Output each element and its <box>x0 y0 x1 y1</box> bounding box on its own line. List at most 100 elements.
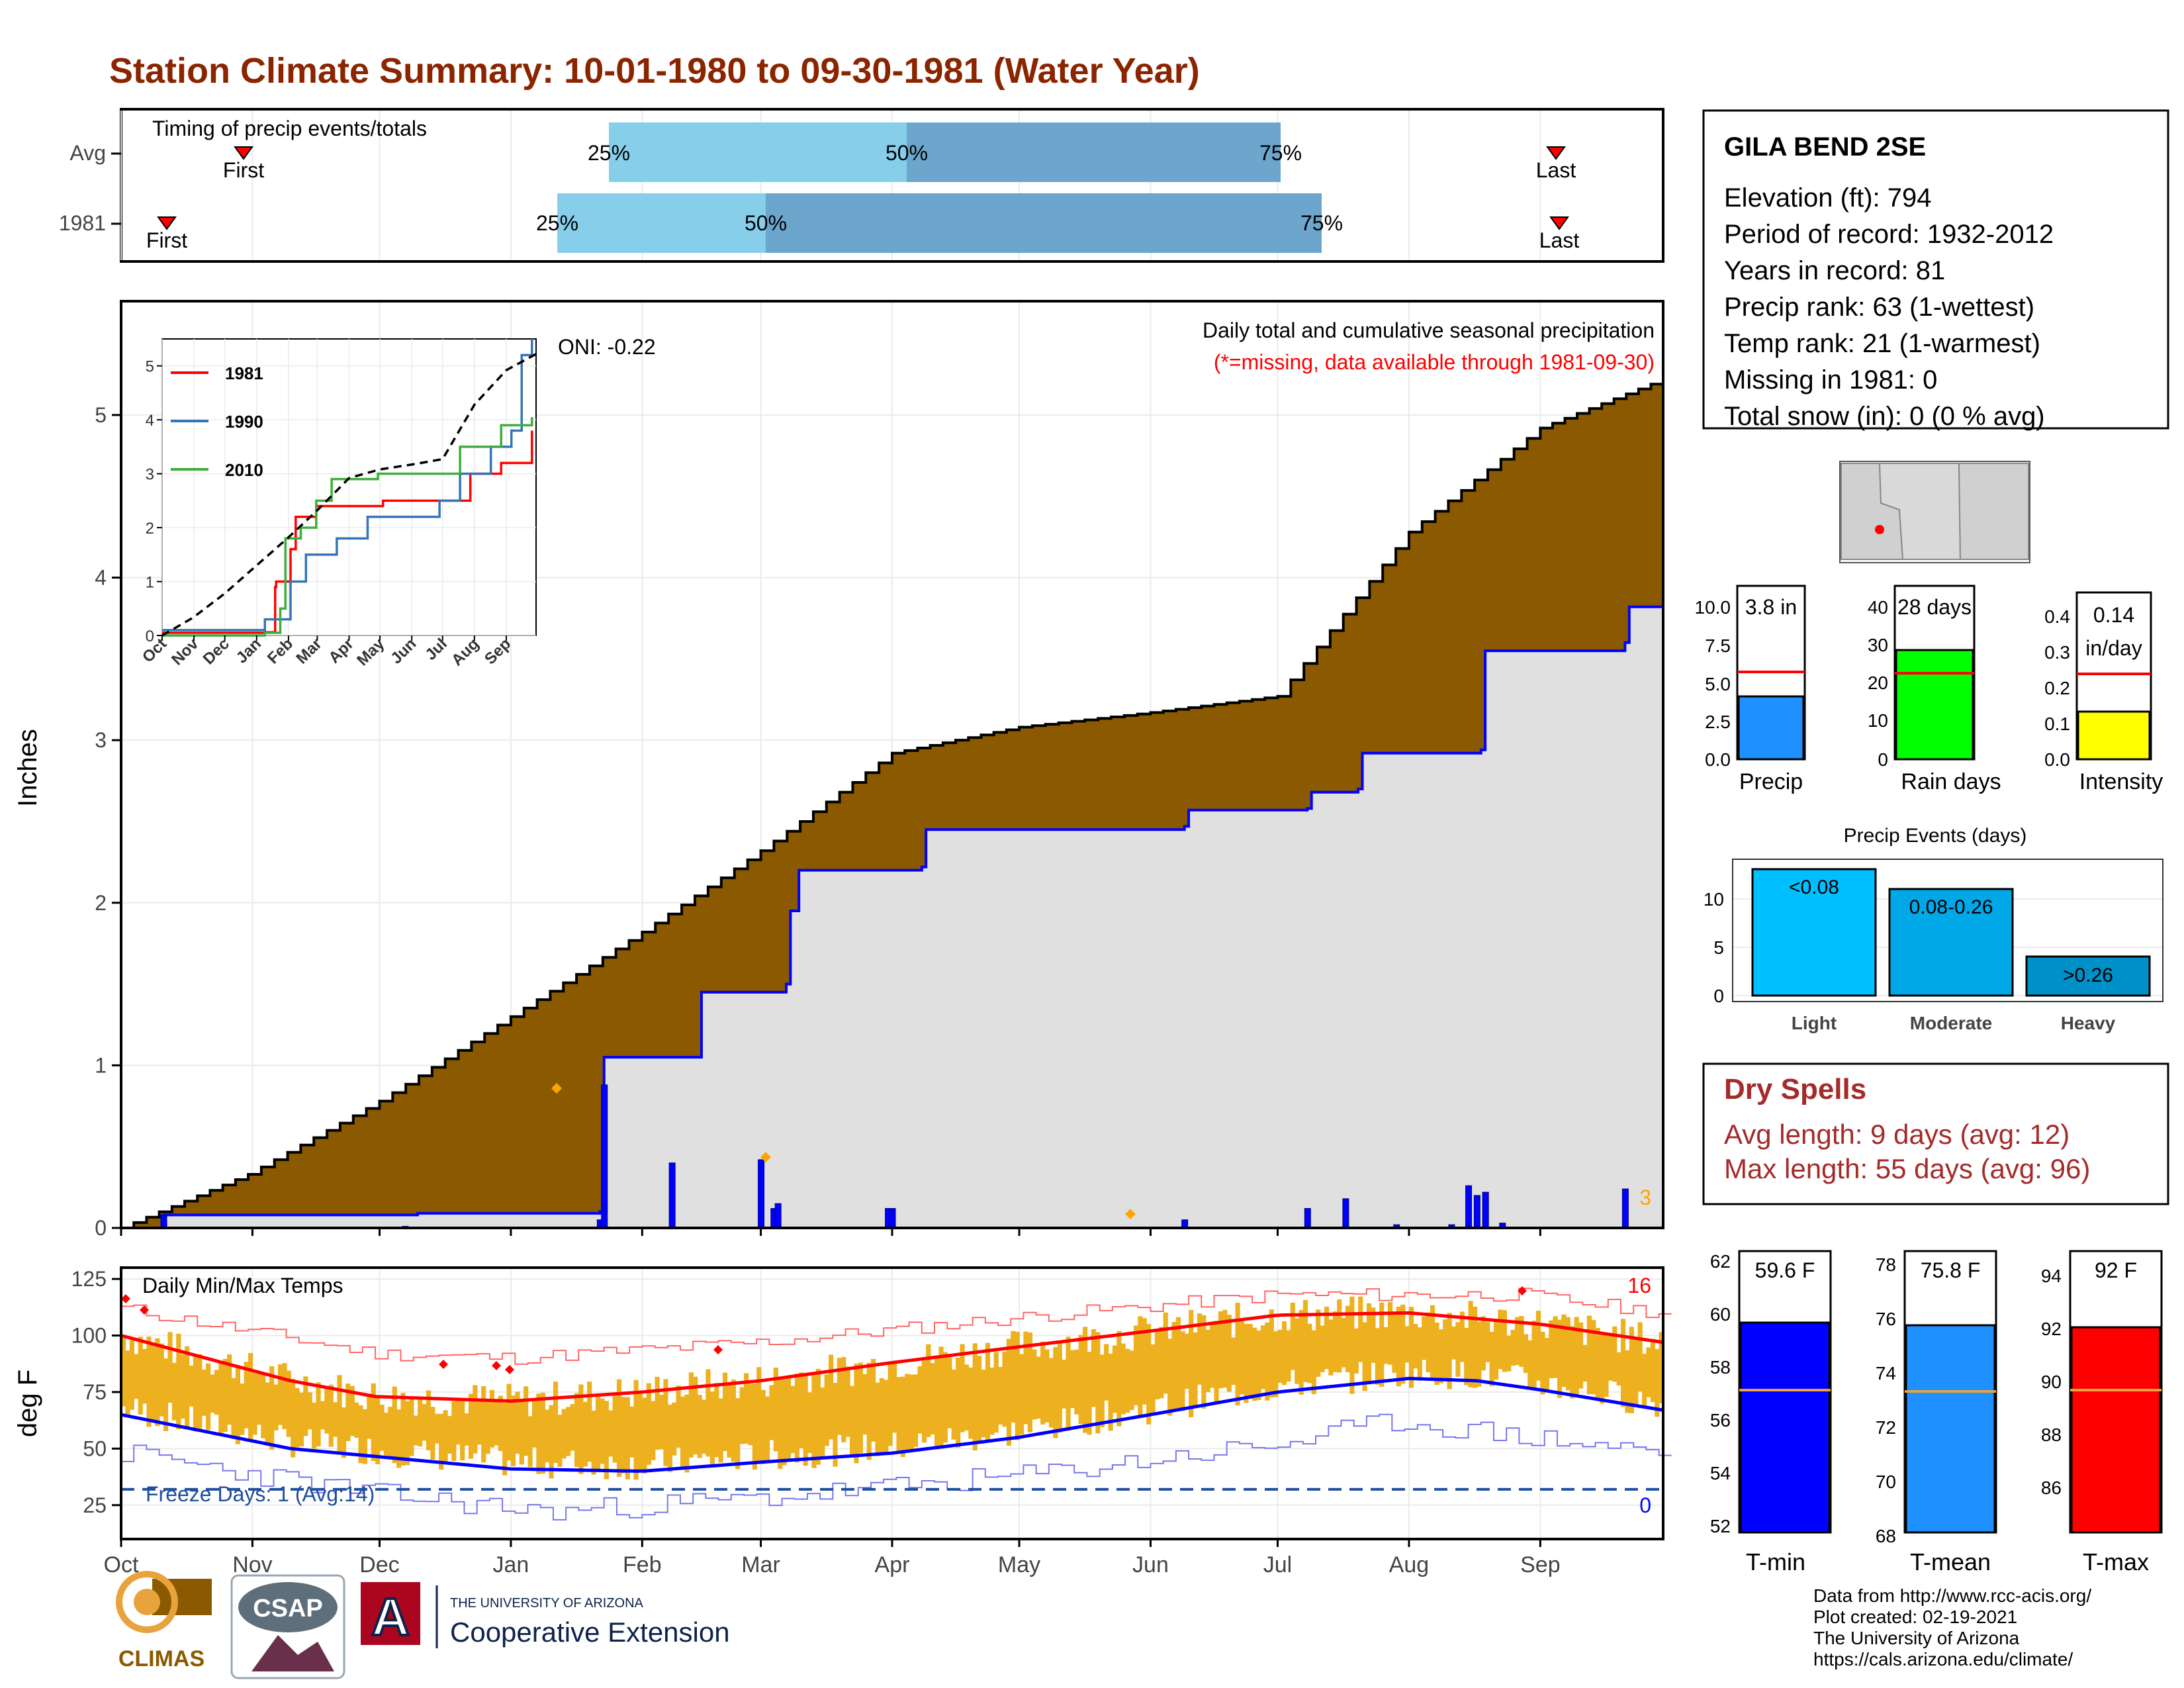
daily-temp-bar <box>1485 1322 1490 1362</box>
temp-panel: 25 50 75 100 125 Oct Nov Dec Jan Feb Mar Apr May Jun… <box>13 1266 1672 1577</box>
daily-temp-bar <box>1345 1305 1351 1372</box>
climas-logo-text: CLIMAS <box>118 1646 205 1671</box>
daily-max-marker-icon <box>760 1152 771 1162</box>
daily-temp-bar <box>1112 1345 1118 1413</box>
daily-temp-bar <box>1044 1349 1050 1423</box>
daily-temp-bar <box>1032 1349 1037 1420</box>
avg-p75-label: 75% <box>1259 141 1302 165</box>
ua-logo-block <box>361 1582 420 1645</box>
ua-big-text: Cooperative Extension <box>450 1617 730 1648</box>
daily-temp-bar <box>303 1376 308 1436</box>
timing-row-1981-label: 1981 <box>59 211 106 235</box>
precip-total-chart: 3.8 in 0.0 2.5 5.0 7.5 10.0 Precip <box>1695 585 1806 794</box>
daily-temp-bar <box>248 1352 253 1440</box>
daily-temp-bar <box>709 1391 715 1465</box>
daily-temp-bar <box>451 1401 457 1462</box>
daily-temp-bar <box>1349 1296 1355 1394</box>
avg-first-marker-icon <box>234 146 253 160</box>
daily-temp-bar <box>600 1398 605 1464</box>
month-tick-label: Mar <box>741 1552 780 1577</box>
axis-tick-label: 0.0 <box>2044 749 2070 770</box>
daily-temp-bar <box>1430 1305 1435 1378</box>
daily-temp-bar <box>1493 1319 1499 1380</box>
intensity-unit: in/day <box>2085 636 2142 660</box>
daily-temp-bar <box>1091 1329 1097 1407</box>
daily-temp-bar <box>756 1367 762 1462</box>
daily-temp-bar <box>298 1392 304 1447</box>
axis-tick-label: 0 <box>1713 986 1724 1006</box>
daily-temp-bar <box>167 1332 173 1403</box>
daily-temp-bar <box>646 1383 651 1465</box>
daily-temp-bar <box>1171 1322 1177 1411</box>
daily-temp-bar <box>473 1385 478 1454</box>
avg-p50-label: 50% <box>886 141 928 165</box>
avg-min-temp-line <box>120 1376 1664 1473</box>
daily-temp-bar <box>1375 1328 1380 1385</box>
daily-temp-bar <box>858 1362 863 1454</box>
daily-temp-bar <box>1175 1317 1181 1409</box>
daily-temp-bar <box>1480 1316 1486 1371</box>
daily-temp-bar <box>731 1380 736 1462</box>
daily-temp-bar <box>688 1372 694 1458</box>
csap-logo: CSAP <box>230 1574 345 1679</box>
daily-temp-bar <box>1413 1324 1418 1369</box>
daily-temp-bar <box>176 1333 181 1430</box>
daily-temp-bar <box>553 1382 559 1463</box>
daily-temp-bar <box>193 1356 199 1432</box>
daily-temp-bar <box>989 1367 995 1435</box>
axis-tick-label: 0.2 <box>2044 678 2070 698</box>
daily-temp-bar <box>672 1402 677 1456</box>
daily-temp-bar <box>1201 1315 1206 1409</box>
daily-temp-bar <box>265 1382 270 1446</box>
axis-tick-label: 0.3 <box>2044 642 2070 663</box>
legend-1981-label: 1981 <box>225 363 263 383</box>
daily-temp-bar <box>960 1344 965 1432</box>
daily-temp-bar <box>862 1374 868 1435</box>
daily-temp-bar <box>549 1405 554 1479</box>
obs-first-label: First <box>146 228 187 252</box>
daily-temp-bar <box>404 1401 410 1466</box>
daily-temp-bar <box>905 1374 910 1451</box>
daily-temp-bar <box>676 1385 681 1448</box>
daily-temp-bar <box>1256 1330 1261 1400</box>
footer-line: Plot created: 02-19-2021 <box>1813 1607 2017 1627</box>
daily-temp-bar <box>739 1387 745 1444</box>
axis-tick-label: 58 <box>1710 1357 1731 1378</box>
inset-legend: 1981 1990 2010 <box>171 363 263 480</box>
daily-temp-bar <box>1015 1331 1020 1440</box>
daily-temp-bar <box>1383 1327 1388 1364</box>
daily-precip-bar <box>1621 1188 1629 1229</box>
daily-temp-bar <box>536 1393 541 1474</box>
daily-precip-bars <box>160 1084 1629 1229</box>
daily-temp-bar <box>324 1388 330 1434</box>
daily-temp-bar <box>595 1395 601 1472</box>
daily-temp-bar <box>693 1376 698 1455</box>
daily-temp-bar <box>214 1370 220 1415</box>
daily-temp-bar <box>235 1368 241 1444</box>
axis-tick-label: 2.5 <box>1705 712 1731 732</box>
daily-temp-bar <box>998 1366 1003 1425</box>
climas-logo-block <box>152 1579 212 1615</box>
location-map <box>1839 461 2030 563</box>
daily-temp-bar <box>947 1357 952 1429</box>
month-tick-label: Jul <box>1263 1552 1292 1577</box>
daily-temp-bar <box>714 1383 719 1458</box>
daily-temp-bar <box>383 1413 389 1456</box>
daily-temp-bar <box>222 1358 228 1432</box>
intensity-bar <box>2077 710 2151 761</box>
axis-tick-label: 72 <box>1876 1417 1896 1438</box>
daily-temp-bar <box>252 1372 257 1435</box>
axis-tick-label: 60 <box>1710 1304 1731 1325</box>
climas-logo-ring <box>116 1571 178 1633</box>
daily-precip-bar <box>1473 1195 1480 1229</box>
daily-temp-bar <box>341 1407 347 1458</box>
daily-temp-bar <box>926 1344 931 1437</box>
daily-temp-bar <box>261 1374 266 1438</box>
daily-temp-bar <box>1387 1302 1393 1365</box>
daily-temp-bar <box>625 1397 630 1479</box>
daily-temp-bar <box>155 1338 160 1427</box>
record-high-count: 16 <box>1627 1274 1651 1297</box>
daily-temp-bar <box>1316 1309 1321 1377</box>
daily-temp-bar <box>269 1366 275 1450</box>
